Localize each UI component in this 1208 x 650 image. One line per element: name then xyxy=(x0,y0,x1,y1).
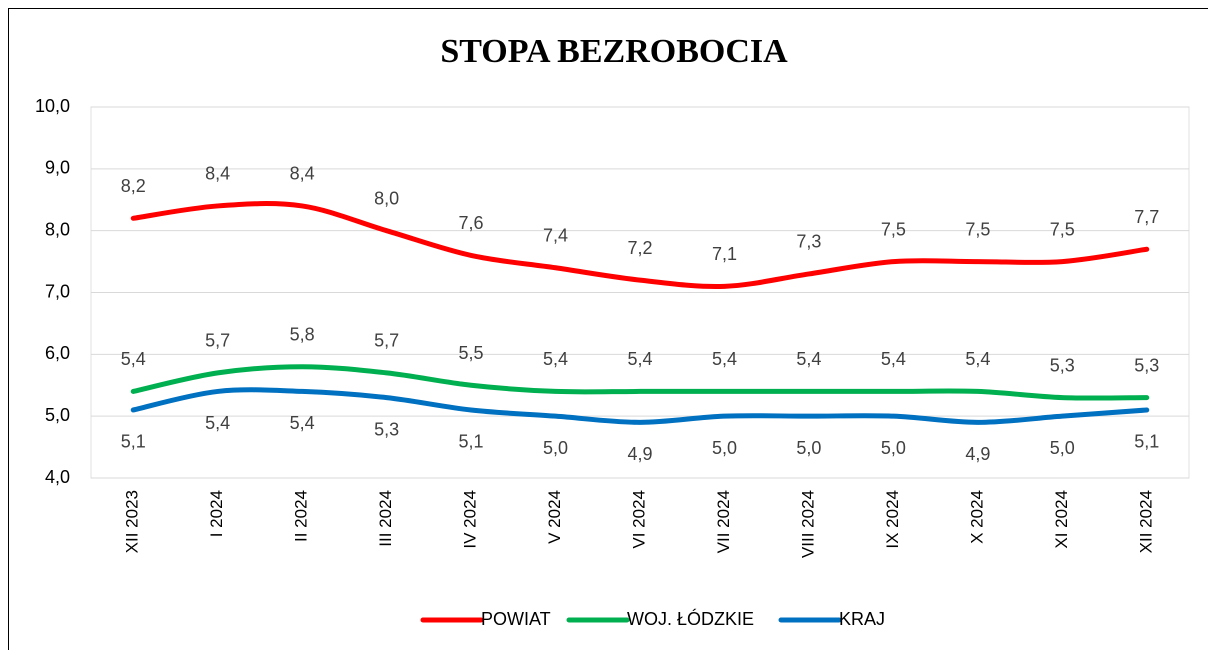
data-label: 5,3 xyxy=(374,419,399,439)
data-label: 7,5 xyxy=(965,219,990,239)
y-tick-label: 4,0 xyxy=(45,467,70,487)
data-label: 5,0 xyxy=(543,438,568,458)
data-label: 4,9 xyxy=(965,444,990,464)
data-label: 8,2 xyxy=(121,176,146,196)
data-label: 8,4 xyxy=(205,164,230,184)
series-line xyxy=(130,364,1150,401)
data-label: 5,8 xyxy=(290,324,315,344)
data-label: 7,6 xyxy=(459,213,484,233)
data-label: 5,4 xyxy=(712,349,737,369)
data-label: 5,0 xyxy=(881,438,906,458)
data-label: 5,3 xyxy=(1134,355,1159,375)
x-tick-label: IV 2024 xyxy=(461,490,480,549)
data-label: 7,5 xyxy=(1050,219,1075,239)
x-tick-label: XII 2024 xyxy=(1136,490,1155,553)
data-label: 7,7 xyxy=(1134,207,1159,227)
data-label: 8,0 xyxy=(374,188,399,208)
y-tick-label: 9,0 xyxy=(45,158,70,178)
data-label: 5,4 xyxy=(627,349,652,369)
y-tick-label: 6,0 xyxy=(45,343,70,363)
data-label: 5,7 xyxy=(205,331,230,351)
data-label: 5,7 xyxy=(374,331,399,351)
data-label: 5,1 xyxy=(1134,432,1159,452)
y-tick-label: 5,0 xyxy=(45,405,70,425)
x-tick-label: X 2024 xyxy=(967,490,986,544)
y-tick-label: 10,0 xyxy=(35,96,70,116)
chart-title: STOPA BEZROBOCIA xyxy=(440,33,788,70)
series-line xyxy=(130,201,1150,289)
x-tick-label: XI 2024 xyxy=(1052,490,1071,549)
data-label: 5,0 xyxy=(796,438,821,458)
x-tick-label: VIII 2024 xyxy=(798,490,817,558)
x-tick-label: II 2024 xyxy=(292,490,311,542)
data-label: 8,4 xyxy=(290,164,315,184)
legend-label: WOJ. ŁÓDZKIE xyxy=(627,608,754,629)
legend-label: KRAJ xyxy=(839,609,885,629)
data-label: 5,4 xyxy=(205,413,230,433)
data-label: 5,3 xyxy=(1050,355,1075,375)
data-label: 7,1 xyxy=(712,244,737,264)
data-label: 7,2 xyxy=(627,238,652,258)
x-tick-label: XII 2023 xyxy=(123,490,142,553)
x-tick-label: VI 2024 xyxy=(629,490,648,549)
data-label: 5,0 xyxy=(712,438,737,458)
data-label: 5,4 xyxy=(121,349,146,369)
legend-label: POWIAT xyxy=(481,609,551,629)
y-tick-label: 8,0 xyxy=(45,219,70,239)
x-tick-label: III 2024 xyxy=(376,490,395,547)
x-tick-label: IX 2024 xyxy=(883,490,902,549)
series-line xyxy=(130,387,1150,425)
x-tick-label: V 2024 xyxy=(545,490,564,544)
chart-frame xyxy=(8,8,1208,650)
data-label: 5,1 xyxy=(121,432,146,452)
data-label: 5,4 xyxy=(796,349,821,369)
data-label: 7,3 xyxy=(796,232,821,252)
y-tick-label: 7,0 xyxy=(45,281,70,301)
data-label: 5,4 xyxy=(543,349,568,369)
data-label: 5,4 xyxy=(965,349,990,369)
data-label: 7,5 xyxy=(881,219,906,239)
x-tick-label: I 2024 xyxy=(207,490,226,537)
data-label: 4,9 xyxy=(627,444,652,464)
data-label: 7,4 xyxy=(543,226,568,246)
data-label: 5,1 xyxy=(459,432,484,452)
data-label: 5,5 xyxy=(459,343,484,363)
data-label: 5,4 xyxy=(290,413,315,433)
data-label: 5,0 xyxy=(1050,438,1075,458)
x-tick-label: VII 2024 xyxy=(714,490,733,553)
data-label: 5,4 xyxy=(881,349,906,369)
